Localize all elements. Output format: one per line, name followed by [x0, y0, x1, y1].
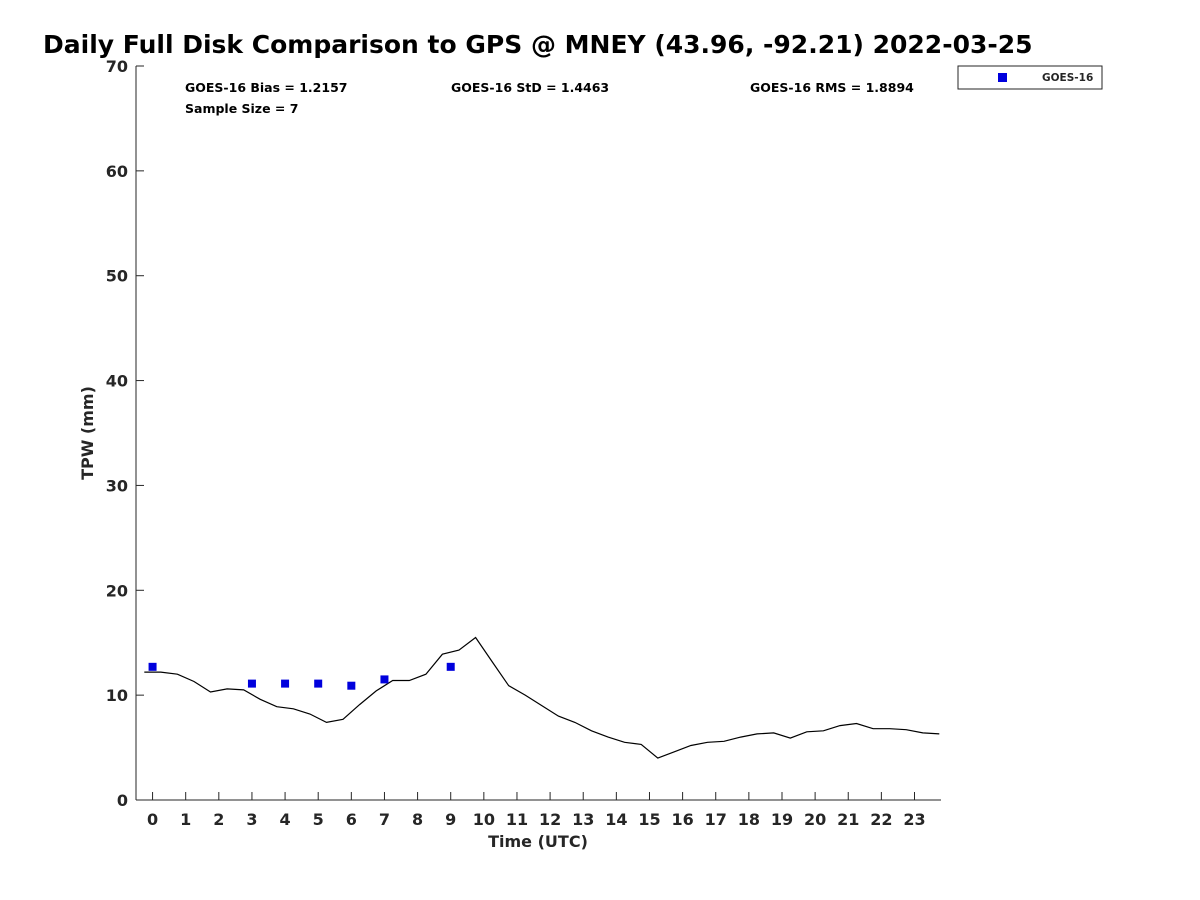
goes16-point: [247, 679, 256, 688]
x-tick-label: 1: [180, 810, 191, 829]
y-tick-label: 40: [106, 372, 128, 391]
legend: GOES-16: [957, 65, 1103, 90]
axes: [135, 66, 941, 801]
y-tick-labels: 0 10 20 30 40 50 60 70: [106, 57, 128, 810]
goes16-point-series: [148, 662, 455, 690]
x-tick-label: 7: [379, 810, 390, 829]
goes16-point: [380, 675, 389, 684]
gps-line: [144, 636, 940, 759]
x-tick-label: 4: [280, 810, 291, 829]
goes16-point: [314, 679, 323, 688]
y-tick-label: 30: [106, 476, 128, 495]
x-tick-label: 0: [147, 810, 158, 829]
goes16-point: [148, 662, 157, 671]
x-tick-label: 22: [870, 810, 892, 829]
x-tick-labels: 0 1 2 3 4 5 6 7 8 9 10 11 12 13 14 15 16 17 18 19 20 21 22 23: [147, 810, 926, 829]
y-axis-label: TPW (mm): [78, 386, 97, 480]
x-tick-label: 2: [213, 810, 224, 829]
x-tick-label: 21: [837, 810, 859, 829]
goes16-point: [281, 679, 290, 688]
x-tick-label: 6: [346, 810, 357, 829]
y-tick-label: 10: [106, 686, 128, 705]
x-tick-label: 19: [771, 810, 793, 829]
bias-annotation: GOES-16 Bias = 1.2157: [185, 80, 347, 95]
x-tick-label: 18: [738, 810, 760, 829]
x-tick-label: 3: [246, 810, 257, 829]
y-tick-label: 70: [106, 57, 128, 76]
x-tick-label: 5: [313, 810, 324, 829]
chart-title: Daily Full Disk Comparison to GPS @ MNEY…: [43, 30, 1033, 59]
x-tick-label: 20: [804, 810, 826, 829]
x-tick-label: 23: [903, 810, 925, 829]
y-tick-label: 50: [106, 267, 128, 286]
goes16-point: [446, 662, 455, 671]
legend-marker-goes16: [998, 73, 1007, 82]
tick-marks: [136, 65, 915, 801]
x-tick-label: 16: [671, 810, 693, 829]
x-tick-label: 10: [473, 810, 495, 829]
x-tick-label: 17: [705, 810, 727, 829]
legend-label-goes16: GOES-16: [1042, 72, 1093, 84]
x-tick-label: 8: [412, 810, 423, 829]
y-tick-label: 60: [106, 162, 128, 181]
legend-box: [957, 65, 1103, 90]
x-tick-label: 9: [445, 810, 456, 829]
x-tick-label: 14: [605, 810, 627, 829]
y-tick-label: 20: [106, 581, 128, 600]
sample-size-annotation: Sample Size = 7: [185, 101, 298, 116]
x-axis-label: Time (UTC): [488, 832, 588, 851]
goes16-point: [347, 681, 356, 690]
x-tick-label: 11: [506, 810, 528, 829]
x-tick-label: 12: [539, 810, 561, 829]
x-tick-label: 15: [638, 810, 660, 829]
gps-line-series: [144, 636, 940, 759]
std-annotation: GOES-16 StD = 1.4463: [451, 80, 609, 95]
y-tick-label: 0: [117, 791, 128, 810]
rms-annotation: GOES-16 RMS = 1.8894: [750, 80, 914, 95]
x-tick-label: 13: [572, 810, 594, 829]
